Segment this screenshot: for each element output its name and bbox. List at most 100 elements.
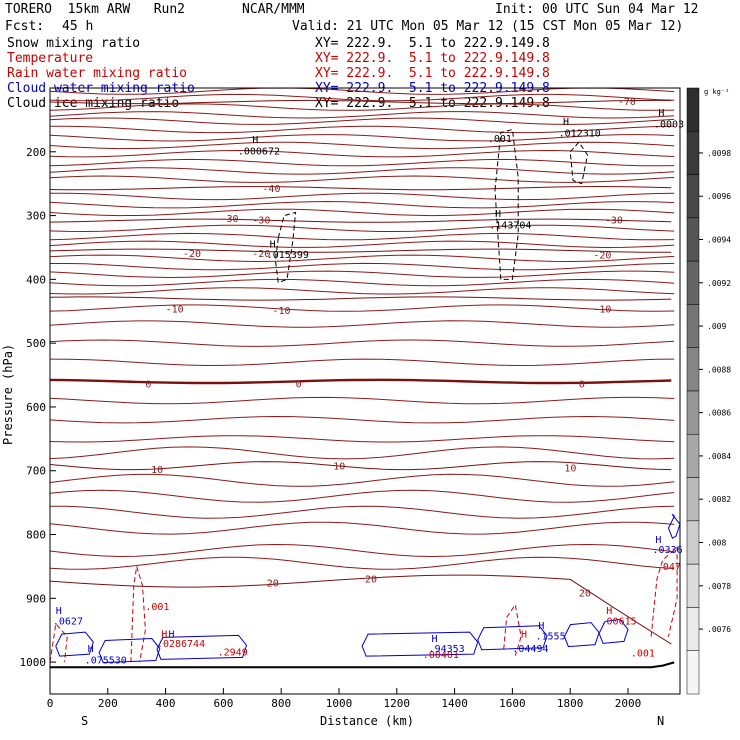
contour-label: H bbox=[563, 117, 569, 128]
contour-label: .2949 bbox=[218, 647, 248, 658]
colorbar-label: .0082 bbox=[707, 495, 731, 504]
y-tick-label: 500 bbox=[26, 337, 46, 350]
isotherm-line bbox=[49, 489, 675, 503]
contour-label: .94353 bbox=[429, 644, 465, 655]
field-name: Rain water mixing ratio bbox=[7, 66, 188, 81]
x-tick-label: 200 bbox=[98, 697, 118, 710]
isotherm-line bbox=[49, 435, 675, 443]
contour-label: 0 bbox=[296, 379, 302, 390]
isotherm-line bbox=[50, 262, 675, 271]
rain-contour bbox=[650, 546, 678, 637]
field-xy: XY= 222.9. 5.1 to 222.9.149.8 bbox=[315, 36, 550, 51]
colorbar-unit: g kg⁻¹ bbox=[704, 88, 729, 96]
contour-label: 20 bbox=[579, 589, 591, 600]
contour-label: -10 bbox=[273, 306, 291, 317]
colorbar-swatch bbox=[686, 87, 700, 132]
contour-label: .0627 bbox=[53, 617, 83, 628]
x-tick-label: 1200 bbox=[384, 697, 411, 710]
x-tick-label: 800 bbox=[271, 697, 291, 710]
contour-label: .012310 bbox=[559, 129, 601, 140]
isotherm-line bbox=[50, 192, 675, 201]
isotherm-line bbox=[49, 339, 675, 347]
isotherm--40 bbox=[49, 185, 672, 191]
colorbar-label: .0088 bbox=[707, 365, 731, 374]
colorbar-swatch bbox=[686, 260, 700, 305]
isotherm-line bbox=[49, 240, 675, 249]
y-tick-label: 900 bbox=[26, 592, 46, 605]
contour-label: -20 bbox=[252, 249, 270, 260]
isotherm-line bbox=[49, 200, 675, 209]
contour-label: .0286744 bbox=[157, 639, 205, 650]
isotherm-line bbox=[49, 446, 675, 460]
colorbar-swatch bbox=[686, 477, 700, 522]
cloud-water-contour bbox=[156, 634, 248, 660]
rain-contour bbox=[130, 566, 146, 663]
contour-label: H bbox=[521, 629, 527, 640]
isotherm-line bbox=[49, 167, 675, 175]
contour-label: .00615 bbox=[601, 617, 637, 628]
isotherm-line bbox=[50, 505, 675, 519]
cloud-water-contour bbox=[563, 622, 600, 648]
cloud-water-contour bbox=[598, 618, 629, 644]
contour-label: -20 bbox=[183, 249, 201, 260]
contour-label: H bbox=[270, 240, 276, 251]
contour-label: -70 bbox=[618, 97, 636, 108]
cloud-water-contour bbox=[477, 625, 548, 651]
isotherm-line bbox=[49, 134, 675, 142]
y-tick-label: 600 bbox=[26, 401, 46, 414]
contour-label: .001 bbox=[488, 134, 512, 145]
x-axis-title: Distance (km) bbox=[320, 714, 414, 728]
cloud-water-contour bbox=[361, 631, 479, 657]
isotherm-line bbox=[49, 232, 675, 241]
model-title: TORERO 15km ARW Run2 bbox=[5, 2, 186, 17]
colorbar-swatch bbox=[686, 520, 700, 565]
colorbar-label: .0096 bbox=[707, 192, 731, 201]
isotherm-line bbox=[50, 125, 675, 134]
x-tick-label: 1600 bbox=[499, 697, 526, 710]
y-tick-label: 800 bbox=[26, 529, 46, 542]
isotherm-line bbox=[49, 141, 675, 150]
x-tick-label: 400 bbox=[156, 697, 176, 710]
isotherm-line bbox=[49, 93, 675, 102]
contour-label: .001 bbox=[631, 649, 655, 660]
y-tick-label: 400 bbox=[26, 273, 46, 286]
isotherm-line bbox=[49, 158, 675, 167]
isotherm--70 bbox=[49, 99, 672, 105]
contour-label: H bbox=[88, 644, 94, 655]
isotherm-line bbox=[49, 556, 675, 570]
isotherm--30 bbox=[49, 218, 672, 223]
contour-label: H bbox=[252, 135, 258, 146]
contour-label: .04494 bbox=[512, 644, 548, 655]
contour-label: 10 bbox=[564, 464, 576, 475]
colorbar-swatch bbox=[686, 174, 700, 219]
isotherm-line bbox=[49, 415, 675, 424]
cloud-water-contour bbox=[667, 513, 681, 539]
isotherm-line bbox=[49, 103, 675, 111]
contour-label: .00401 bbox=[423, 650, 459, 661]
contour-label: H bbox=[168, 629, 174, 640]
contour-label: .015399 bbox=[267, 250, 309, 261]
colorbar-label: .0098 bbox=[707, 149, 731, 158]
forecast-label: Fcst: bbox=[5, 19, 45, 34]
field-xy: XY= 222.9. 5.1 to 222.9.149.8 bbox=[315, 66, 550, 81]
colorbar-swatch bbox=[686, 650, 700, 695]
colorbar-label: .0094 bbox=[707, 236, 731, 245]
contour-label: -30 bbox=[221, 214, 239, 225]
isotherm--20 bbox=[49, 248, 672, 253]
colorbar-label: .008 bbox=[707, 539, 726, 548]
south-label: S bbox=[81, 714, 88, 728]
contour-label: -30 bbox=[252, 215, 270, 226]
contour-label: H bbox=[161, 629, 167, 640]
isotherm-line bbox=[49, 304, 675, 312]
contour-label: H bbox=[606, 606, 612, 617]
contour-label: 20 bbox=[267, 578, 279, 589]
isotherm-line bbox=[49, 473, 675, 487]
isotherm-line bbox=[49, 270, 675, 279]
isotherm--10 bbox=[49, 296, 672, 301]
colorbar-swatch bbox=[686, 563, 700, 608]
contour-label: .1555 bbox=[536, 631, 566, 642]
x-tick-label: 0 bbox=[47, 697, 54, 710]
contour-label: H bbox=[431, 634, 437, 645]
contour-label: -40 bbox=[262, 184, 280, 195]
